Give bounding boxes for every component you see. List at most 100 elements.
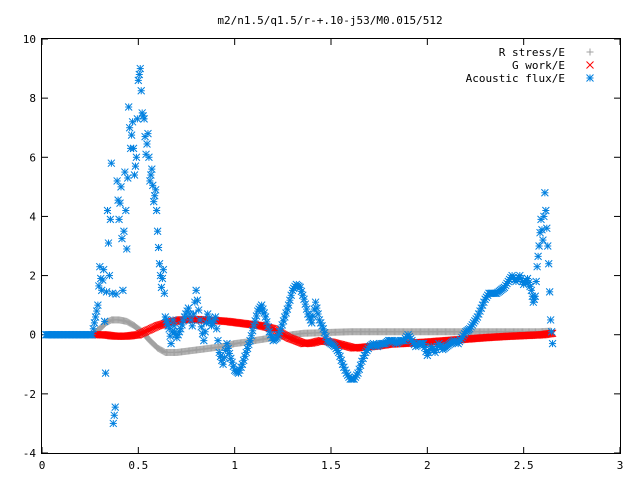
data-point xyxy=(135,70,144,79)
legend-label: Acoustic flux/E xyxy=(466,72,565,85)
data-point xyxy=(112,290,121,298)
data-point xyxy=(90,319,99,327)
data-point xyxy=(160,289,169,298)
data-point xyxy=(542,224,551,233)
data-point xyxy=(259,305,267,313)
data-point xyxy=(143,140,151,148)
data-point xyxy=(130,171,139,179)
data-point xyxy=(224,344,233,353)
data-point xyxy=(538,225,546,234)
data-point xyxy=(121,206,130,215)
data-point xyxy=(92,307,101,315)
data-point xyxy=(188,321,197,330)
data-point xyxy=(133,114,142,123)
data-point xyxy=(153,227,162,236)
data-point xyxy=(302,305,311,313)
data-point xyxy=(211,313,220,321)
data-point xyxy=(187,316,195,324)
data-point xyxy=(313,304,321,312)
y-tick-label: -2 xyxy=(23,388,36,401)
y-tick-label: 8 xyxy=(29,92,36,105)
legend-label: G work/E xyxy=(512,59,565,72)
data-point xyxy=(185,310,194,318)
y-tick-label: 0 xyxy=(29,329,36,342)
x-tick-label: 0 xyxy=(39,459,46,472)
data-point xyxy=(248,326,257,335)
data-point xyxy=(116,199,124,207)
data-point xyxy=(107,159,116,168)
x-tick-label: 0.5 xyxy=(128,459,148,472)
data-point xyxy=(94,301,102,309)
data-point xyxy=(541,206,550,215)
data-point xyxy=(547,327,556,336)
data-point xyxy=(543,242,552,250)
data-point xyxy=(124,103,133,111)
data-point xyxy=(117,183,125,191)
data-point xyxy=(134,76,143,85)
legend-marker xyxy=(586,48,594,56)
legend-marker xyxy=(586,74,594,82)
data-point xyxy=(103,206,112,215)
data-point xyxy=(225,349,234,358)
data-point xyxy=(149,197,158,206)
x-tick-label: 2 xyxy=(424,459,431,472)
data-point xyxy=(284,301,293,309)
data-point xyxy=(99,265,108,274)
series-3-points xyxy=(41,64,557,428)
data-point xyxy=(101,369,110,378)
data-point xyxy=(540,212,548,221)
data-point xyxy=(534,252,542,261)
data-point xyxy=(319,324,328,333)
data-point xyxy=(311,298,320,307)
data-point xyxy=(219,360,227,369)
data-point xyxy=(546,316,555,324)
x-tick-label: 3 xyxy=(617,459,624,472)
data-point xyxy=(98,276,107,284)
chart-title: m2/n1.5/q1.5/r-+.10-j53/M0.015/512 xyxy=(217,14,442,27)
plot-area-frame xyxy=(41,38,621,454)
data-point xyxy=(137,86,146,95)
data-point xyxy=(307,319,316,327)
y-tick-label: 2 xyxy=(29,270,36,283)
data-point xyxy=(152,206,161,215)
data-point xyxy=(128,117,137,126)
data-point xyxy=(212,324,221,333)
data-point xyxy=(196,316,204,324)
data-point xyxy=(197,322,206,331)
data-point xyxy=(246,336,254,345)
data-point xyxy=(127,131,136,139)
data-point xyxy=(122,245,131,253)
data-point xyxy=(136,64,145,73)
data-point xyxy=(297,287,306,296)
data-point xyxy=(159,265,168,274)
axis-ticks: 0 0.5 1 1.5 2 2.5 3 -4 -2 0 2 4 6 8 10 xyxy=(23,33,624,472)
data-point xyxy=(131,331,139,340)
data-point xyxy=(140,114,148,123)
data-point xyxy=(545,287,554,296)
data-point xyxy=(119,286,127,295)
data-point xyxy=(148,181,157,190)
data-point xyxy=(184,304,193,312)
y-tick-label: 10 xyxy=(23,33,36,46)
data-point xyxy=(94,282,103,290)
y-tick-label: -4 xyxy=(23,447,37,460)
data-point xyxy=(109,419,118,428)
data-point xyxy=(214,336,222,345)
data-point xyxy=(201,327,209,336)
data-point xyxy=(120,227,128,236)
data-point xyxy=(120,168,129,176)
data-point xyxy=(261,313,270,321)
data-point xyxy=(199,336,208,345)
data-point xyxy=(129,144,138,153)
y-tick-label: 6 xyxy=(29,151,36,164)
x-tick-label: 1.5 xyxy=(321,459,341,472)
data-point xyxy=(314,310,323,318)
data-point xyxy=(144,129,152,138)
data-point xyxy=(532,277,541,286)
data-point xyxy=(220,353,229,362)
data-point xyxy=(91,313,100,321)
data-point xyxy=(535,242,543,250)
data-point xyxy=(316,319,325,327)
